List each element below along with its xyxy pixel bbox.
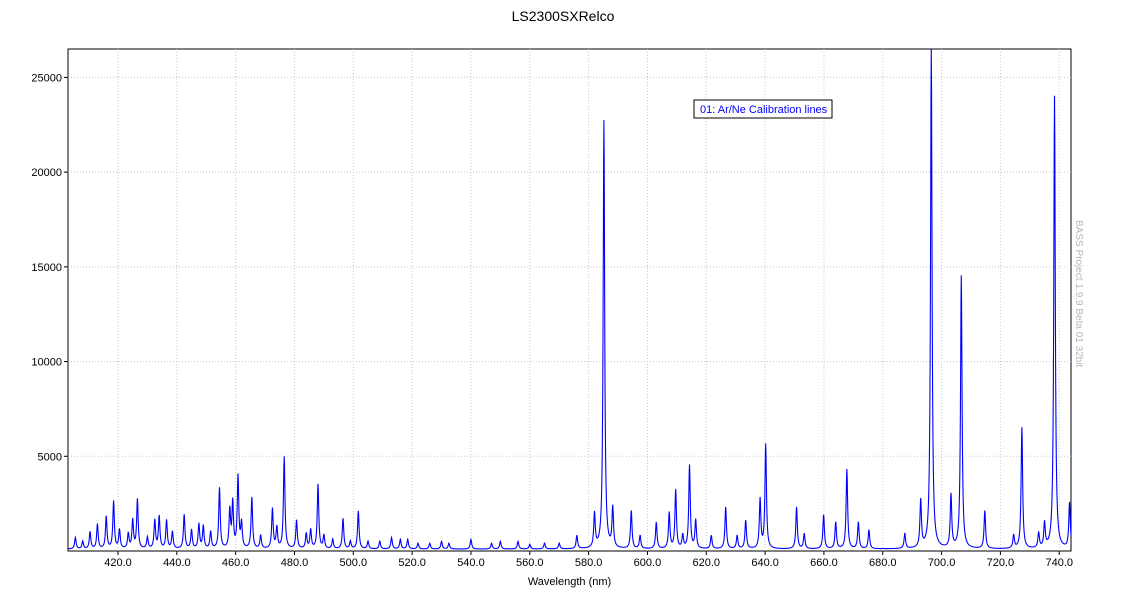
x-tick-label: 460.0 [222, 557, 250, 569]
x-tick-label: 560.0 [516, 557, 544, 569]
y-tick-label: 25000 [31, 72, 62, 84]
x-tick-label: 480.0 [281, 557, 309, 569]
x-tick-label: 540.0 [457, 557, 485, 569]
y-tick-label: 15000 [31, 262, 62, 274]
legend-item-label: 01: Ar/Ne Calibration lines [700, 104, 828, 116]
x-tick-label: 700.0 [928, 557, 956, 569]
y-tick-label: 20000 [31, 167, 62, 179]
x-tick-label: 520.0 [398, 557, 426, 569]
x-tick-label: 420.0 [104, 557, 132, 569]
x-tick-label: 440.0 [163, 557, 191, 569]
plot-area [67, 48, 1072, 552]
x-tick-label: 720.0 [987, 557, 1015, 569]
x-tick-label: 680.0 [869, 557, 897, 569]
x-tick-label: 640.0 [751, 557, 779, 569]
x-axis-title: Wavelength (nm) [528, 576, 611, 588]
legend-box [693, 99, 833, 119]
x-tick-label: 500.0 [340, 557, 368, 569]
series-layer [68, 49, 1071, 550]
x-tick-label: 620.0 [693, 557, 721, 569]
x-tick-label: 580.0 [575, 557, 603, 569]
x-tick-label: 740.0 [1045, 557, 1073, 569]
watermark-text: BASS Project 1.9.9 Beta 01 32bit [1073, 220, 1084, 368]
x-axis: 420.0 440.0 460.0 480.0 500.0 520.0 540.0 560.0… [104, 551, 1073, 569]
legend: 01: Ar/Ne Calibration lines [693, 99, 833, 119]
x-tick-label: 600.0 [634, 557, 662, 569]
grid-lines [68, 49, 1071, 551]
x-tick-label: 660.0 [810, 557, 838, 569]
y-tick-label: 5000 [38, 451, 62, 463]
y-axis: 5000 10000 15000 20000 25000 [31, 72, 68, 463]
chart-title: LS2300SXRelco [511, 8, 615, 24]
y-tick-label: 10000 [31, 357, 62, 369]
series-line [68, 49, 1071, 550]
